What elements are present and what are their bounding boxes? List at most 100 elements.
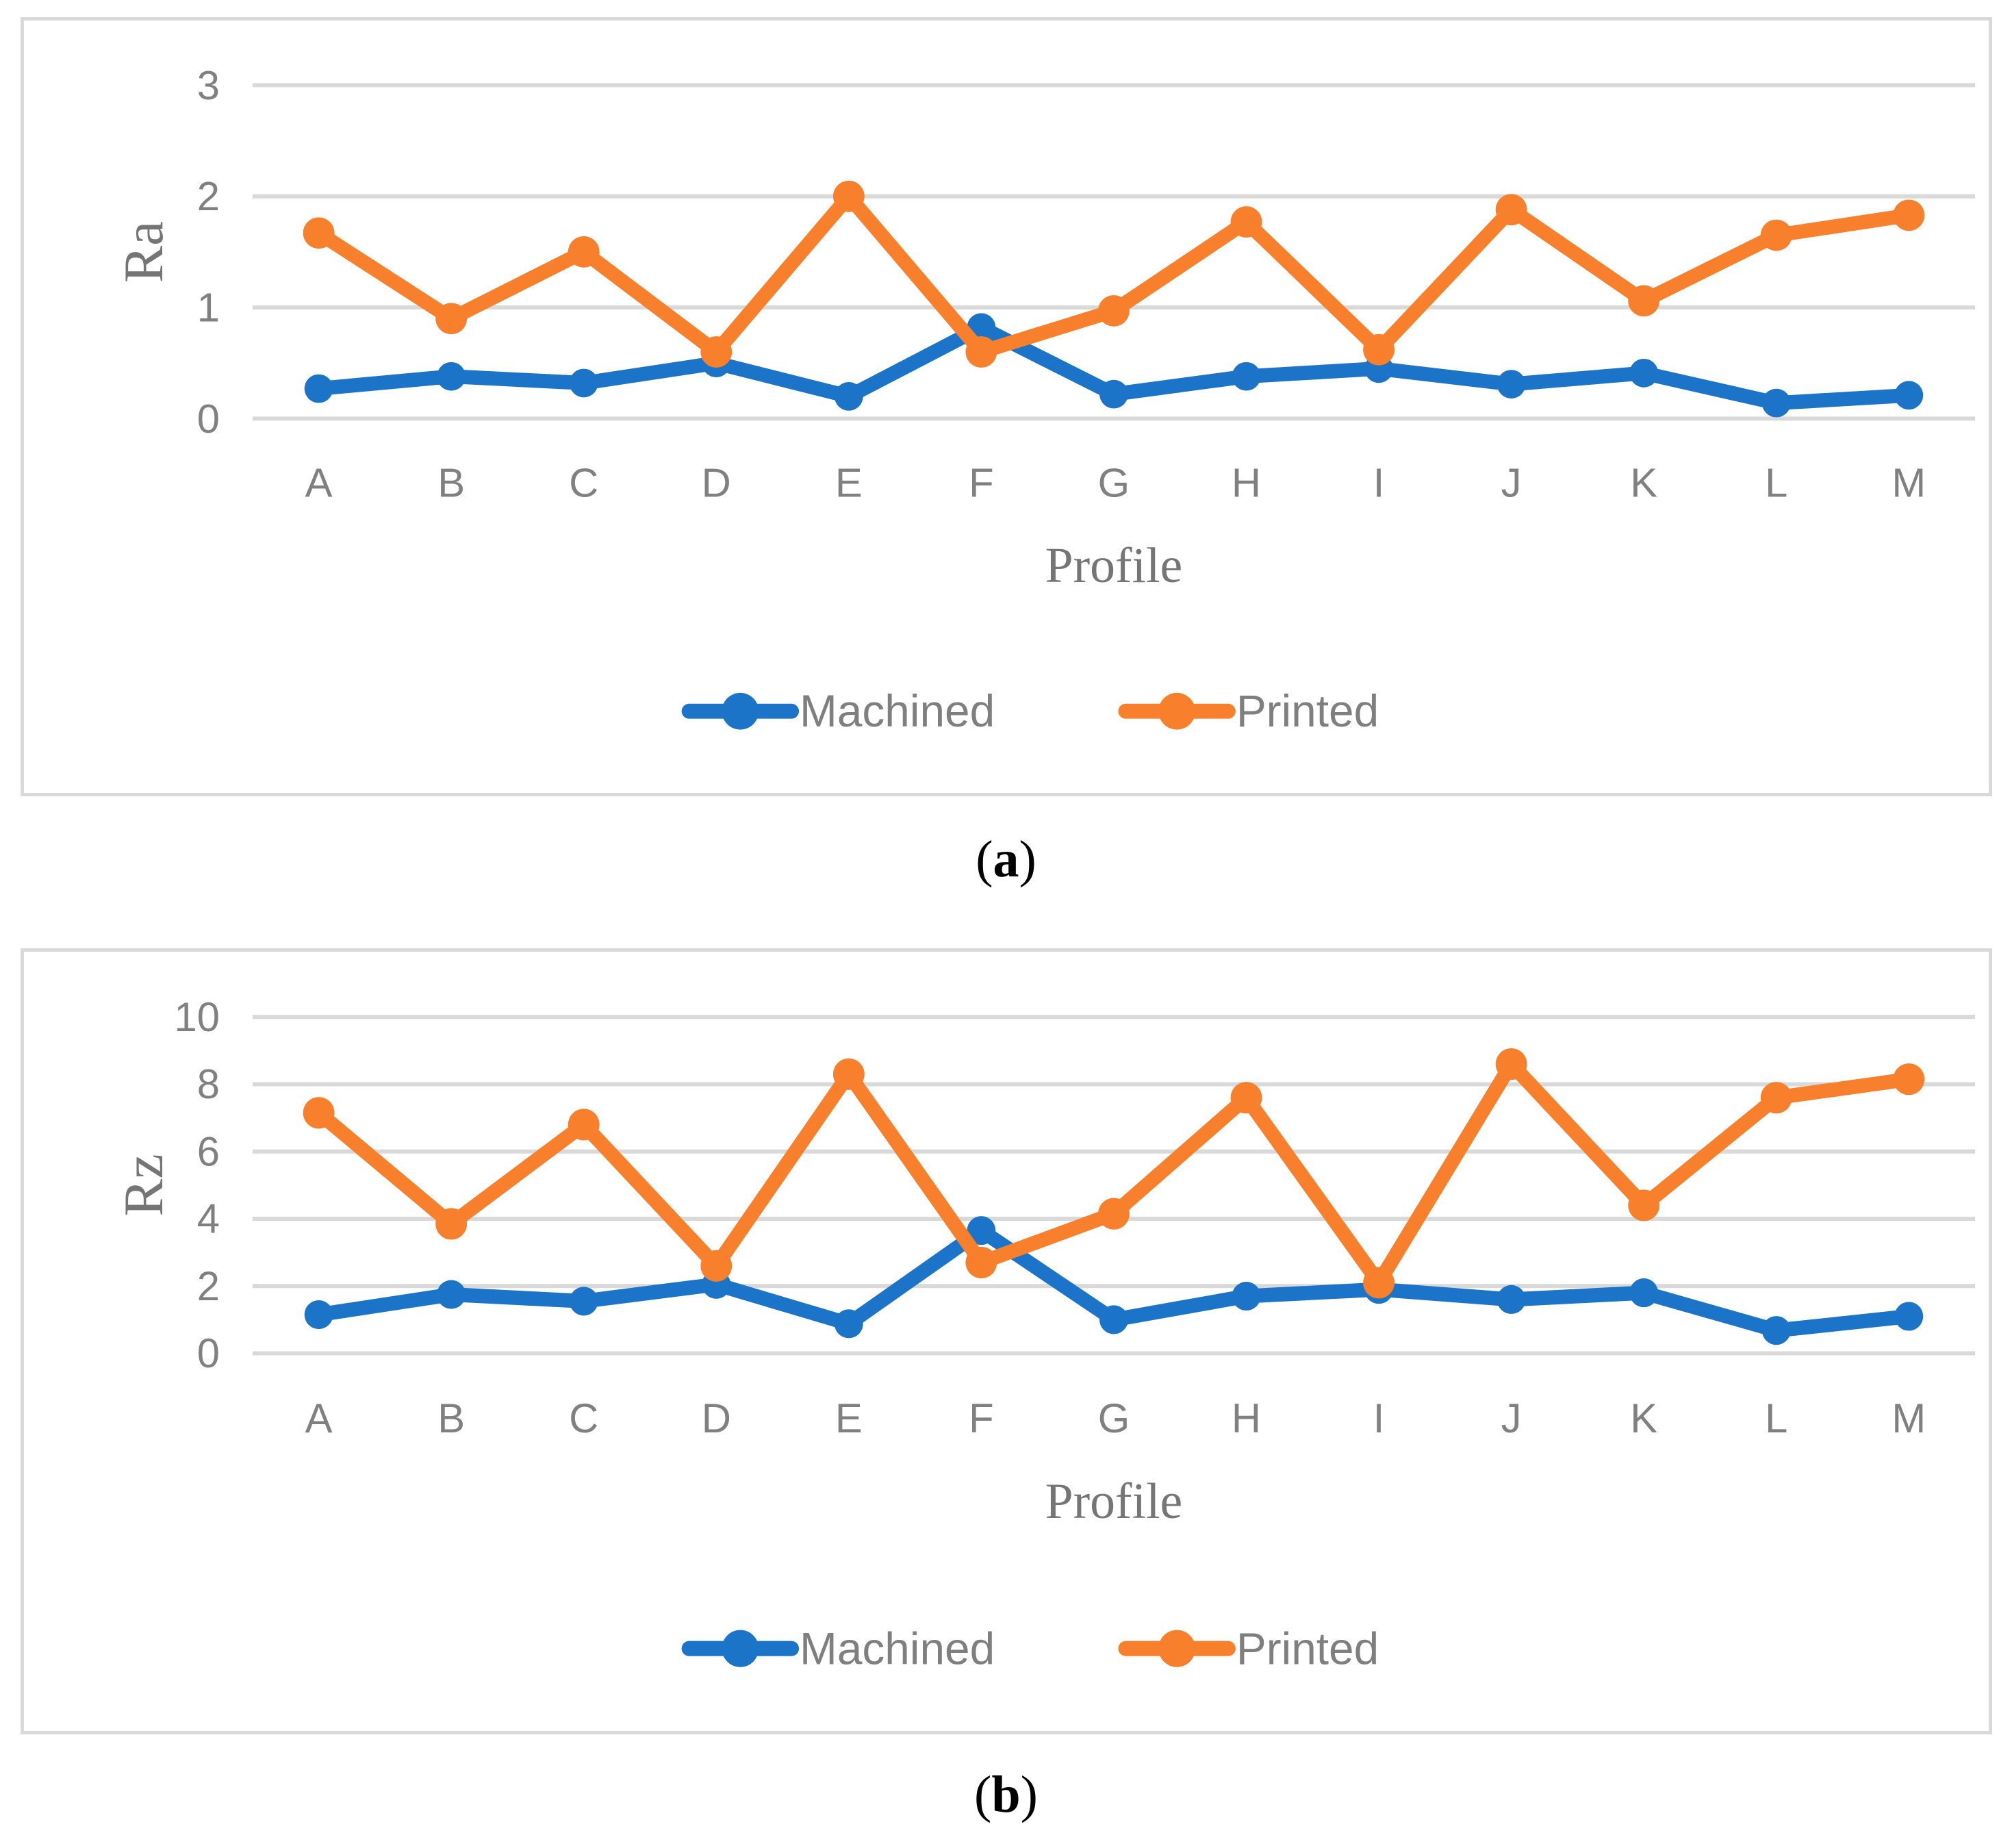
data-point-marker [304, 1300, 333, 1330]
x-axis-tick-labels: A B C D E F G H I J K L M [305, 460, 1926, 506]
data-point-marker [700, 1250, 733, 1282]
data-point-marker [1628, 285, 1660, 317]
data-point-marker [437, 1280, 466, 1309]
x-tick-label: C [569, 1395, 598, 1441]
x-axis-title: Profile [1045, 537, 1183, 593]
series-printed [303, 180, 1925, 368]
legend-marker-dot-printed [1158, 1630, 1196, 1667]
x-tick-label: E [835, 1395, 863, 1441]
x-tick-label: I [1373, 460, 1385, 506]
data-point-marker [569, 368, 598, 398]
data-point-marker [1495, 194, 1527, 226]
series-printed [303, 1048, 1925, 1299]
chart-a-caption: (a) [0, 830, 2012, 889]
x-tick-label: B [437, 460, 465, 506]
data-point-marker [967, 1216, 996, 1245]
chart-a-panel: 0 1 2 3 Ra A B C D E F G H I J K L M Profile Machined Printe… [21, 17, 1992, 796]
legend-marker-dot-machined [722, 692, 759, 730]
data-point-marker [1363, 1267, 1395, 1299]
series-machined [304, 1216, 1924, 1345]
y-tick-label: 10 [174, 994, 220, 1040]
chart-b-panel: 0 2 4 6 8 10 Rz A B C D E F G H I J K L M Profile Machined Pri… [21, 948, 1992, 1734]
data-point-marker [1629, 1278, 1659, 1308]
x-tick-label: B [437, 1395, 465, 1441]
data-point-marker [1760, 219, 1792, 251]
x-tick-label: A [305, 1395, 333, 1441]
data-point-marker [1363, 333, 1395, 366]
y-axis-title: Rz [112, 1154, 175, 1216]
data-point-marker [1230, 206, 1262, 238]
legend-marker-dot-printed [1158, 692, 1196, 730]
caption-b-open-paren: ( [974, 1766, 992, 1823]
x-tick-label: I [1373, 1395, 1385, 1441]
data-point-marker [832, 1058, 865, 1090]
data-point-marker [1628, 1189, 1660, 1222]
data-point-marker [1495, 1048, 1527, 1080]
legend: Machined Printed [681, 686, 1379, 736]
caption-b-letter: b [991, 1766, 1021, 1823]
y-tick-label: 3 [197, 62, 220, 108]
x-tick-label: K [1630, 1395, 1657, 1441]
x-tick-label: G [1098, 460, 1130, 506]
data-point-marker [965, 336, 997, 368]
data-point-marker [1893, 199, 1925, 231]
data-point-marker [435, 303, 468, 335]
series-line-printed [311, 189, 1916, 359]
x-axis-title: Profile [1045, 1473, 1183, 1529]
legend-label-printed: Printed [1236, 686, 1379, 736]
x-tick-label: H [1232, 460, 1261, 506]
x-tick-label: F [969, 460, 994, 506]
x-tick-label: J [1501, 1395, 1522, 1441]
data-point-marker [1761, 388, 1791, 418]
y-tick-label: 2 [197, 173, 220, 219]
data-point-marker [832, 180, 865, 212]
data-point-marker [304, 374, 333, 403]
x-tick-label: D [702, 460, 731, 506]
caption-a-close-paren: ) [1019, 831, 1036, 888]
x-tick-label: K [1630, 460, 1657, 506]
x-tick-label: L [1765, 460, 1787, 506]
data-point-marker [1894, 1302, 1924, 1331]
legend: Machined Printed [681, 1623, 1379, 1674]
data-point-marker [437, 362, 466, 391]
caption-a-letter: a [993, 831, 1019, 888]
data-point-marker [1232, 1281, 1261, 1311]
chart-a-plot: 0 1 2 3 Ra A B C D E F G H I J K L M Profile Machined Printe… [112, 62, 1976, 736]
y-axis-tick-labels: 0 1 2 3 [197, 62, 220, 442]
legend-label-machined: Machined [800, 686, 995, 736]
data-point-marker [435, 1208, 468, 1240]
data-point-marker [1099, 379, 1128, 409]
y-tick-label: 8 [197, 1061, 220, 1107]
data-point-marker [1098, 295, 1130, 327]
legend-label-machined: Machined [800, 1623, 995, 1674]
x-tick-label: J [1501, 460, 1522, 506]
x-tick-label: M [1892, 460, 1926, 506]
data-point-marker [568, 1109, 600, 1141]
gridlines [252, 83, 1976, 421]
y-axis-title: Ra [112, 221, 175, 283]
series-line-printed [311, 1056, 1916, 1290]
data-point-marker [700, 336, 733, 368]
x-tick-label: D [702, 1395, 731, 1441]
data-point-marker [303, 1097, 335, 1129]
data-point-marker [1099, 1305, 1128, 1334]
gridlines [252, 1015, 1976, 1356]
data-point-marker [1232, 362, 1261, 391]
data-point-marker [1497, 1284, 1526, 1314]
data-point-marker [1760, 1082, 1792, 1114]
x-tick-label: L [1765, 1395, 1787, 1441]
y-tick-label: 4 [197, 1195, 220, 1241]
x-tick-label: F [969, 1395, 994, 1441]
y-tick-label: 6 [197, 1128, 220, 1174]
x-tick-label: A [305, 460, 333, 506]
data-point-marker [303, 217, 335, 249]
y-tick-label: 2 [197, 1263, 220, 1309]
data-point-marker [1893, 1063, 1925, 1096]
legend-label-printed: Printed [1236, 1623, 1379, 1674]
data-point-marker [1761, 1316, 1791, 1345]
data-point-marker [834, 1309, 863, 1339]
x-tick-label: H [1232, 1395, 1261, 1441]
data-point-marker [1098, 1198, 1130, 1230]
data-point-marker [965, 1246, 997, 1278]
